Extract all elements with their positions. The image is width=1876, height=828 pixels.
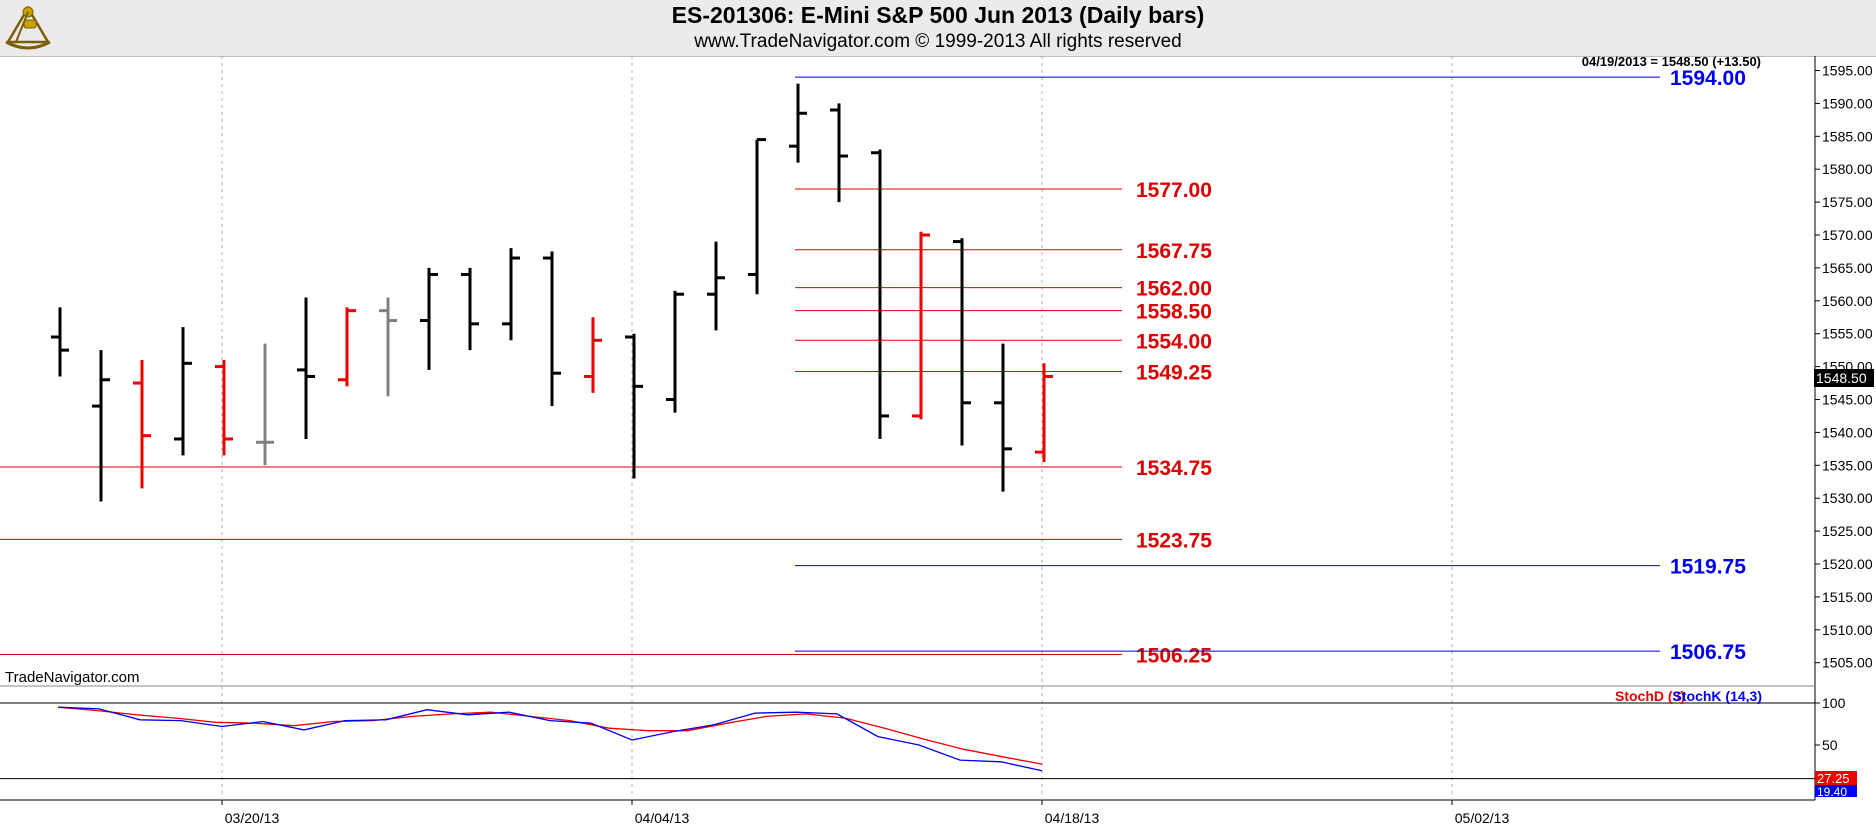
level-label: 1558.50 [1136, 301, 1212, 324]
stochd-line [57, 706, 1043, 765]
watermark: TradeNavigator.com [5, 669, 140, 686]
level-label: 1519.75 [1670, 556, 1746, 579]
date-axis: 03/20/13 04/04/13 04/18/13 05/02/13 [221, 800, 1510, 826]
ohlc-bar [338, 307, 356, 387]
date-tick-label: 04/18/13 [1045, 810, 1100, 826]
stochastic-panel: 100 50 [0, 695, 1846, 780]
level-label: 1577.00 [1136, 179, 1212, 202]
price-tick-label: 1590.00 [1822, 95, 1873, 111]
stochd-value-marker [1815, 771, 1857, 785]
price-tick-label: 1540.00 [1822, 424, 1873, 440]
last-price-label: 1548.50 [1816, 370, 1867, 386]
chart-header: ES-201306: E-Mini S&P 500 Jun 2013 (Dail… [0, 0, 1876, 57]
price-tick-label: 1535.00 [1822, 457, 1873, 473]
ohlc-bar [215, 360, 233, 456]
level-label: 1534.75 [1136, 457, 1212, 480]
ohlc-bar [502, 248, 520, 341]
ohlc-bar [748, 138, 766, 295]
price-tick-label: 1575.00 [1822, 194, 1873, 210]
stochk-value-marker [1815, 785, 1857, 797]
ohlc-bar [92, 350, 110, 502]
level-label: 1554.00 [1136, 330, 1212, 353]
price-tick-label: 1525.00 [1822, 523, 1873, 539]
stochd-legend: StochD (3) [1615, 688, 1685, 704]
stoch-tick-label: 100 [1822, 695, 1846, 711]
date-tick-label: 05/02/13 [1455, 810, 1510, 826]
price-tick-label: 1595.00 [1822, 63, 1873, 79]
date-tick-label: 04/04/13 [635, 810, 690, 826]
grid-layer [0, 56, 1816, 801]
stoch-tick-label: 50 [1822, 737, 1838, 753]
ohlc-bar [666, 290, 684, 413]
price-tick-label: 1585.00 [1822, 128, 1873, 144]
ohlc-bar [789, 83, 807, 163]
price-tick-label: 1530.00 [1822, 490, 1873, 506]
price-tick-label: 1570.00 [1822, 227, 1873, 243]
level-label: 1562.00 [1136, 278, 1212, 301]
ohlc-bar [543, 251, 561, 407]
ohlc-bar [420, 267, 438, 370]
price-axis: 1595.00 1590.00 1585.00 1580.00 1575.00 1570.… [1815, 63, 1873, 671]
level-label: 1506.25 [1136, 644, 1212, 667]
date-tick-label: 03/20/13 [225, 810, 280, 826]
level-label: 1594.00 [1670, 67, 1746, 90]
ohlc-bar [297, 297, 315, 439]
price-tick-label: 1560.00 [1822, 293, 1873, 309]
ohlc-bar [256, 343, 274, 466]
ohlc-bar [871, 149, 889, 439]
price-tick-label: 1545.00 [1822, 392, 1873, 408]
ohlc-bar [133, 360, 151, 489]
level-label: 1549.25 [1136, 362, 1212, 385]
ohlc-bar [830, 103, 848, 203]
level-label: 1567.75 [1136, 240, 1212, 263]
price-tick-label: 1505.00 [1822, 655, 1873, 671]
ohlc-bar [379, 297, 397, 397]
ohlc-bar [174, 327, 192, 456]
last-price-marker [1814, 369, 1874, 387]
price-tick-label: 1565.00 [1822, 260, 1873, 276]
ohlc-bar [51, 307, 69, 377]
ohlc-bar [953, 238, 971, 446]
price-readout: 04/19/2013 = 1548.50 (+13.50) [1582, 54, 1761, 69]
ohlc-bar [1035, 363, 1053, 463]
ohlc-bar [584, 317, 602, 393]
ohlc-bar [461, 267, 479, 351]
ohlc-bar [625, 333, 643, 479]
stochk-value: 19.40 [1817, 785, 1847, 799]
price-tick-label: 1510.00 [1822, 622, 1873, 638]
price-tick-label: 1520.00 [1822, 556, 1873, 572]
price-tick-label: 1580.00 [1822, 161, 1873, 177]
ohlc-bar [912, 231, 930, 420]
stochd-value: 27.25 [1817, 771, 1850, 786]
price-bars [51, 83, 1053, 502]
chart-title: ES-201306: E-Mini S&P 500 Jun 2013 (Dail… [671, 2, 1205, 28]
level-label: 1506.75 [1670, 641, 1746, 664]
price-tick-label: 1515.00 [1822, 589, 1873, 605]
ohlc-bar [994, 343, 1012, 492]
chart-subtitle: www.TradeNavigator.com © 1999-2013 All r… [694, 31, 1182, 52]
ohlc-bar [707, 241, 725, 331]
level-label: 1523.75 [1136, 529, 1212, 552]
stochk-line [57, 706, 1043, 772]
sextant-logo-icon [5, 5, 51, 50]
price-tick-label: 1555.00 [1822, 326, 1873, 342]
stochk-legend: StochK (14,3) [1673, 688, 1762, 704]
